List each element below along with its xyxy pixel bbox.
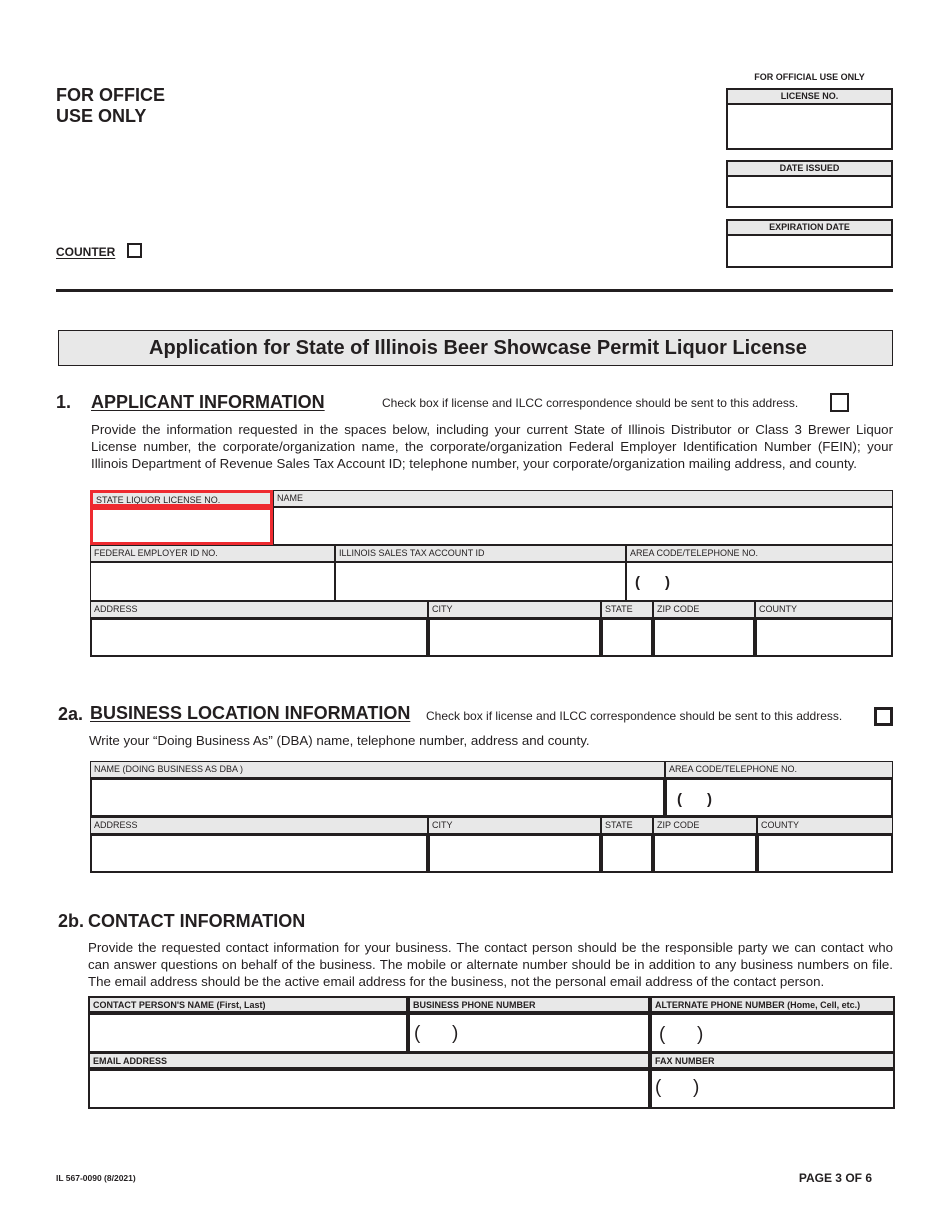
section1-instructions: Provide the information requested in the… — [91, 422, 893, 471]
counter-checkbox[interactable] — [127, 243, 142, 258]
section2a-mail-checkbox[interactable] — [874, 707, 893, 726]
location-city-field[interactable] — [428, 834, 601, 873]
form-id: IL 567-0090 (8/2021) — [56, 1173, 136, 1183]
section1-mail-checkbox[interactable] — [830, 393, 849, 412]
zip-label: ZIP CODE — [653, 601, 755, 618]
phone-parens: ( ) — [414, 1023, 459, 1044]
dba-label: NAME (DOING BUSINESS AS DBA ) — [90, 761, 665, 778]
date-issued-label: DATE ISSUED — [726, 160, 893, 177]
section1-number: 1. — [56, 392, 72, 412]
expiration-date-field[interactable] — [726, 236, 893, 268]
fax-field[interactable]: ( ) — [650, 1069, 895, 1109]
date-issued-field[interactable] — [726, 177, 893, 208]
location-zip-field[interactable] — [653, 834, 757, 873]
sales-tax-label: ILLINOIS SALES TAX ACCOUNT ID — [335, 545, 626, 562]
expiration-date-label: EXPIRATION DATE — [726, 219, 893, 236]
email-label: EMAIL ADDRESS — [88, 1052, 650, 1069]
fein-label: FEDERAL EMPLOYER ID NO. — [90, 545, 335, 562]
location-state-label: STATE — [601, 817, 653, 834]
section2b-instructions: Provide the requested contact informatio… — [88, 940, 893, 989]
location-city-label: CITY — [428, 817, 601, 834]
section2a-number: 2a. — [58, 704, 84, 724]
business-phone-field[interactable]: ( ) — [408, 1013, 650, 1053]
contact-name-label: CONTACT PERSON'S NAME (First, Last) — [88, 996, 408, 1013]
name-label: NAME — [273, 490, 893, 507]
contact-name-field[interactable] — [88, 1013, 408, 1053]
address-label: ADDRESS — [90, 601, 428, 618]
phone-parens: ( ) — [659, 1024, 704, 1045]
location-address-label: ADDRESS — [90, 817, 428, 834]
divider — [56, 289, 893, 292]
office-line1: FOR OFFICE — [56, 85, 165, 105]
page-number: PAGE 3 OF 6 — [798, 1171, 872, 1185]
alt-phone-field[interactable]: ( ) — [650, 1013, 895, 1053]
phone-field[interactable]: ( ) — [626, 562, 893, 601]
section2a-instructions: Write your “Doing Business As” (DBA) nam… — [89, 733, 590, 748]
address-field[interactable] — [90, 618, 428, 657]
counter-label: COUNTER — [56, 245, 116, 259]
section2a-heading: BUSINESS LOCATION INFORMATION — [90, 703, 411, 723]
phone-parens: ( ) — [635, 574, 670, 591]
email-field[interactable] — [88, 1069, 650, 1109]
zip-field[interactable] — [653, 618, 755, 657]
location-state-field[interactable] — [601, 834, 653, 873]
business-phone-label: BUSINESS PHONE NUMBER — [408, 996, 650, 1013]
section2a-check-note: Check box if license and ILCC correspond… — [426, 709, 843, 723]
office-line2: USE ONLY — [56, 106, 147, 126]
official-use-label: FOR OFFICIAL USE ONLY — [754, 72, 865, 82]
location-zip-label: ZIP CODE — [653, 817, 757, 834]
city-label: CITY — [428, 601, 601, 618]
alt-phone-label: ALTERNATE PHONE NUMBER (Home, Cell, etc.… — [650, 996, 895, 1013]
phone-parens: ( ) — [655, 1077, 700, 1098]
license-no-label: LICENSE NO. — [726, 88, 893, 105]
license-no-field[interactable] — [726, 105, 893, 150]
fein-field[interactable] — [90, 562, 335, 601]
state-label: STATE — [601, 601, 653, 618]
state-field[interactable] — [601, 618, 653, 657]
county-field[interactable] — [755, 618, 893, 657]
sales-tax-field[interactable] — [335, 562, 626, 601]
phone-parens: ( ) — [677, 791, 712, 808]
dba-phone-label: AREA CODE/TELEPHONE NO. — [665, 761, 893, 778]
section2b-heading: CONTACT INFORMATION — [88, 911, 306, 931]
name-field[interactable] — [273, 507, 893, 545]
location-address-field[interactable] — [90, 834, 428, 873]
section1-check-note: Check box if license and ILCC correspond… — [382, 396, 799, 410]
state-liquor-license-label: STATE LIQUOR LICENSE NO. — [90, 490, 273, 507]
location-county-field[interactable] — [757, 834, 893, 873]
location-county-label: COUNTY — [757, 817, 893, 834]
for-office-use-only: FOR OFFICE USE ONLY — [56, 85, 165, 127]
section2b-number: 2b. — [58, 911, 85, 931]
state-liquor-license-field[interactable] — [90, 507, 273, 545]
county-label: COUNTY — [755, 601, 893, 618]
phone-label: AREA CODE/TELEPHONE NO. — [626, 545, 893, 562]
dba-field[interactable] — [90, 778, 665, 817]
city-field[interactable] — [428, 618, 601, 657]
fax-label: FAX NUMBER — [650, 1052, 895, 1069]
section1-heading: APPLICANT INFORMATION — [91, 392, 325, 412]
page-title: Application for State of Illinois Beer S… — [58, 330, 893, 366]
dba-phone-field[interactable]: ( ) — [665, 778, 893, 817]
